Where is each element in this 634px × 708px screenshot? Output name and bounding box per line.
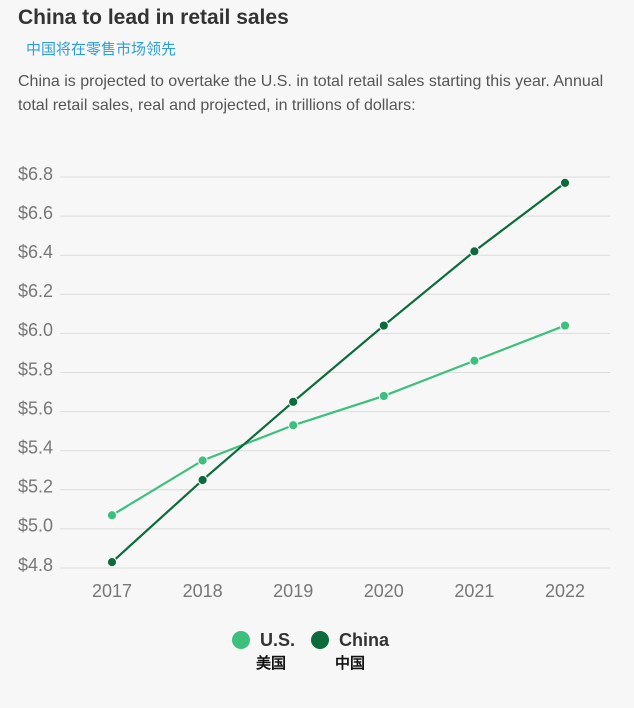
data-point-china bbox=[378, 320, 389, 331]
data-point-us bbox=[197, 455, 208, 466]
series-line-us bbox=[111, 324, 566, 517]
x-tick-label: 2018 bbox=[183, 581, 223, 601]
y-tick-label: $6.8 bbox=[18, 164, 53, 184]
y-tick-label: $5.8 bbox=[18, 359, 53, 379]
data-point-us bbox=[559, 320, 571, 331]
y-tick-label: $6.0 bbox=[18, 320, 53, 340]
legend-label-china-cn: 中国 bbox=[335, 654, 366, 672]
data-point-china bbox=[288, 396, 299, 407]
data-point-us bbox=[106, 510, 118, 521]
y-tick-label: $5.0 bbox=[18, 516, 53, 536]
data-point-us bbox=[288, 420, 299, 431]
x-axis-ticks: 2017 2018 2019 2020 2021 2022 bbox=[92, 581, 585, 601]
chart-title: China to lead in retail sales bbox=[18, 6, 289, 29]
x-tick-label: 2019 bbox=[273, 581, 313, 601]
y-axis-ticks: $4.8 $5.0 $5.2 $5.4 $5.6 $5.8 $6.0 $6.2 $6.4 $6.6… bbox=[18, 164, 53, 575]
y-tick-label: $6.6 bbox=[18, 203, 53, 223]
y-tick-label: $5.4 bbox=[18, 437, 53, 457]
legend-label-china: China bbox=[339, 630, 390, 650]
gridlines bbox=[60, 176, 610, 569]
y-tick-label: $4.8 bbox=[18, 555, 53, 575]
data-point-china bbox=[197, 474, 208, 486]
x-tick-label: 2021 bbox=[454, 581, 494, 601]
chart-subtitle-cn: 中国将在零售市场领先 bbox=[26, 40, 177, 58]
chart-description: China is projected to overtake the U.S. … bbox=[18, 73, 604, 114]
legend-marker-china bbox=[311, 631, 330, 649]
x-tick-label: 2022 bbox=[545, 581, 585, 601]
line-chart: $4.8 $5.0 $5.2 $5.4 $5.6 $5.8 $6.0 $6.2 $6.4 $6.6… bbox=[18, 164, 610, 601]
y-tick-label: $5.6 bbox=[18, 398, 53, 418]
y-tick-label: $6.2 bbox=[18, 281, 53, 301]
series-lines bbox=[106, 177, 571, 568]
x-tick-label: 2020 bbox=[364, 581, 404, 601]
legend-label-us-cn: 美国 bbox=[256, 654, 287, 672]
legend-marker-us bbox=[232, 631, 250, 649]
data-point-us bbox=[378, 390, 389, 402]
data-point-china bbox=[469, 246, 480, 257]
x-tick-label: 2017 bbox=[92, 581, 132, 601]
series-line-china bbox=[111, 181, 566, 563]
data-point-china bbox=[559, 177, 571, 188]
y-tick-label: $5.2 bbox=[18, 477, 53, 497]
data-point-us bbox=[469, 355, 480, 366]
data-point-china bbox=[106, 557, 118, 568]
legend: U.S. 美国 China 中国 bbox=[232, 628, 389, 674]
legend-item-us: U.S. 美国 bbox=[232, 628, 295, 674]
y-tick-label: $6.4 bbox=[18, 242, 53, 262]
legend-item-china: China 中国 bbox=[311, 628, 389, 674]
legend-label-us: U.S. bbox=[260, 630, 296, 650]
